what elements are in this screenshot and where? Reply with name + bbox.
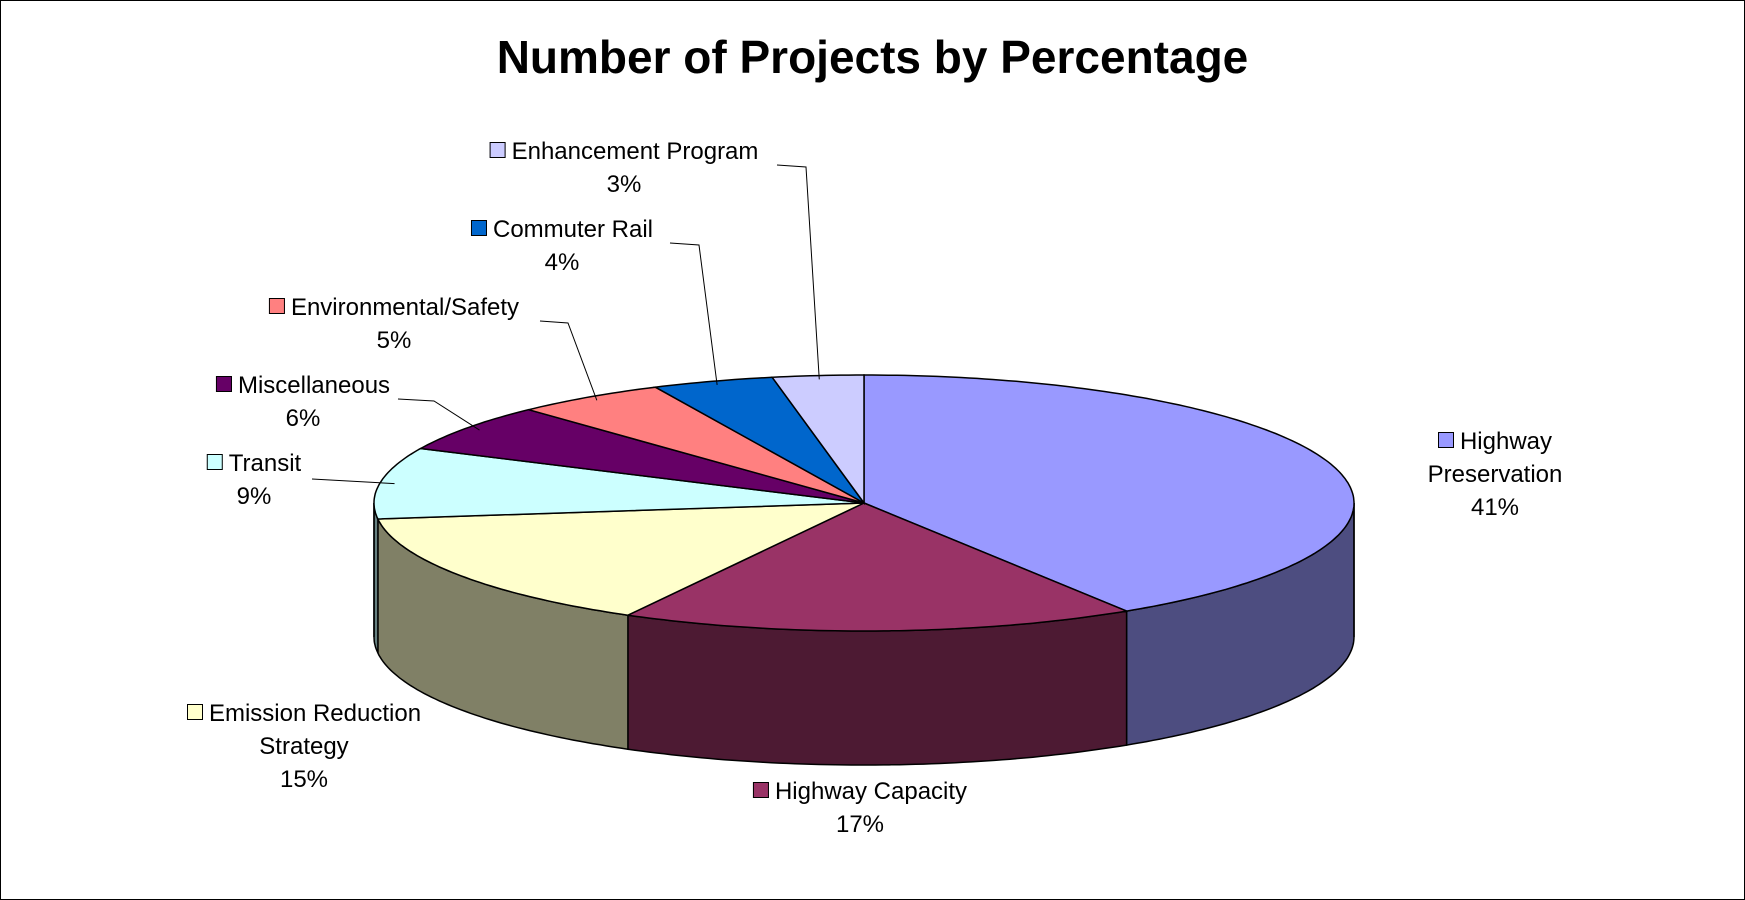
leader-line [776, 164, 820, 380]
data-label: Enhancement Program 3% [489, 135, 759, 201]
data-label: Highway Capacity 17% [752, 775, 968, 841]
leader-line [397, 398, 480, 431]
pie-slice-side [627, 610, 1128, 766]
category-label: Highway Capacity [774, 778, 968, 805]
value-label: 5% [376, 327, 412, 354]
legend-swatch [470, 220, 487, 236]
legend-swatch [215, 376, 232, 392]
legend-swatch [268, 298, 285, 314]
data-label: Emission Reduction Strategy 15% [169, 697, 439, 796]
pie-slice [418, 408, 865, 504]
category-label: Highway Preservation [1427, 428, 1563, 488]
value-label: 41% [1470, 494, 1520, 521]
pie-slice [863, 374, 1355, 612]
pie-slice [770, 374, 865, 506]
legend-swatch [186, 704, 203, 720]
category-label: Environmental/Safety [290, 294, 520, 321]
legend-swatch [1437, 432, 1454, 448]
data-label: Transit 9% [206, 447, 302, 513]
data-label: Highway Preservation 41% [1370, 425, 1620, 524]
leader-line [311, 478, 395, 485]
value-label: 4% [544, 249, 580, 276]
value-label: 9% [236, 483, 272, 510]
data-label: Environmental/Safety 5% [268, 291, 520, 357]
chart-title: Number of Projects by Percentage [496, 31, 1249, 83]
pie-slice [653, 376, 865, 504]
leader-line [539, 320, 598, 401]
legend-swatch [752, 782, 769, 798]
value-label: 17% [835, 811, 885, 838]
value-label: 6% [285, 405, 321, 432]
value-label: 3% [606, 171, 642, 198]
pie-slice [528, 386, 865, 504]
category-label: Emission Reduction Strategy [208, 700, 422, 760]
data-label: Commuter Rail 4% [470, 213, 654, 279]
leader-line [669, 242, 718, 385]
pie-slice [625, 502, 1130, 632]
category-label: Commuter Rail [492, 216, 654, 243]
data-label: Miscellaneous 6% [215, 369, 391, 435]
category-label: Enhancement Program [511, 138, 759, 165]
category-label: Miscellaneous [237, 372, 391, 399]
category-label: Transit [228, 450, 302, 477]
legend-swatch [489, 142, 506, 158]
legend-swatch [206, 454, 223, 470]
pie-slice [376, 502, 865, 616]
value-label: 15% [279, 766, 329, 793]
